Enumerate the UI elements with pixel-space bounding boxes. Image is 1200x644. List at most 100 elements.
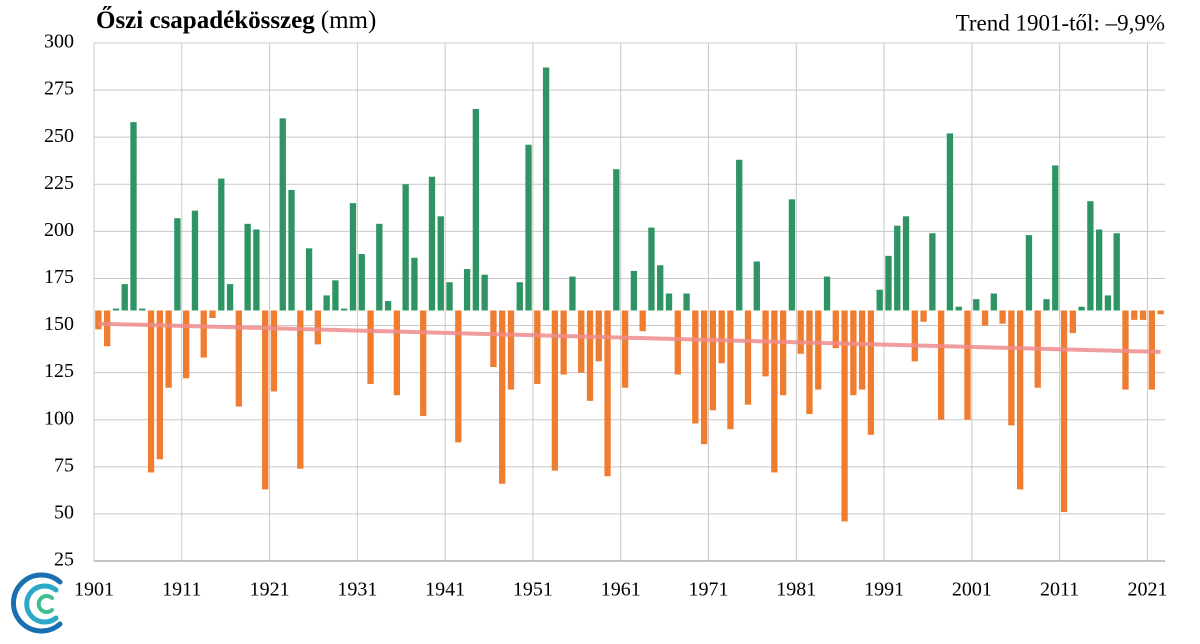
bar	[191, 210, 199, 311]
bar	[472, 108, 480, 311]
bar	[183, 310, 190, 379]
bar	[516, 282, 523, 311]
bar	[1095, 229, 1103, 311]
bar	[481, 274, 488, 311]
x-tick-label: 2001	[952, 579, 992, 601]
bar	[384, 301, 392, 311]
bar	[964, 310, 971, 420]
bar	[446, 282, 453, 311]
title-main: Őszi csapadékösszeg	[96, 5, 315, 34]
bar	[367, 310, 374, 384]
bar	[648, 227, 655, 311]
bar	[262, 310, 269, 490]
bar	[700, 310, 708, 445]
y-tick-label: 75	[54, 454, 74, 476]
bar	[902, 216, 910, 311]
bar	[578, 310, 585, 373]
bar	[718, 310, 725, 364]
bar	[244, 223, 251, 311]
bar	[894, 225, 901, 311]
bar	[779, 310, 787, 396]
bar	[709, 310, 717, 411]
bar	[657, 265, 664, 311]
y-tick-label: 300	[44, 31, 74, 53]
bar	[858, 310, 866, 390]
y-tick-label: 150	[44, 313, 74, 335]
bar	[1043, 299, 1050, 311]
bar	[762, 310, 769, 377]
bar	[402, 184, 409, 311]
y-tick-label: 250	[44, 125, 74, 147]
bar	[279, 118, 286, 311]
bar	[867, 310, 875, 435]
bar	[455, 310, 462, 443]
y-tick-label: 200	[44, 219, 74, 241]
bar	[147, 310, 155, 473]
bar	[95, 310, 102, 330]
y-tick-label: 175	[44, 266, 74, 288]
bar	[1087, 201, 1094, 311]
chart-title: Őszi csapadékösszeg (mm)	[96, 5, 376, 34]
x-tick-label: 1981	[776, 579, 816, 601]
bar	[411, 257, 418, 311]
bar	[885, 255, 892, 311]
bar	[630, 270, 638, 311]
bar	[692, 310, 699, 424]
x-tick-label: 2021	[1127, 579, 1167, 601]
bar	[542, 67, 550, 311]
bar	[1139, 310, 1147, 320]
bar	[832, 310, 839, 349]
x-tick-label: 1971	[689, 579, 729, 601]
bar	[1131, 310, 1138, 320]
bar	[507, 310, 515, 390]
bar	[139, 308, 146, 311]
bar	[850, 310, 857, 396]
bar	[876, 289, 883, 311]
y-tick-label: 100	[44, 407, 74, 429]
bar	[288, 189, 295, 311]
bar	[1060, 310, 1068, 513]
bar	[946, 133, 954, 311]
bar	[376, 223, 383, 311]
bar	[569, 276, 576, 311]
bar	[929, 233, 936, 311]
bar	[665, 293, 673, 311]
bar	[674, 310, 681, 375]
bar	[534, 310, 541, 384]
y-tick-label: 225	[44, 172, 74, 194]
bar	[639, 310, 646, 332]
bar	[613, 169, 620, 311]
bar	[428, 176, 436, 311]
x-tick-label: 1951	[513, 579, 553, 601]
bar	[253, 229, 260, 311]
bar	[1104, 295, 1112, 311]
bar	[920, 310, 927, 322]
bar	[112, 308, 120, 311]
bar	[104, 310, 111, 347]
x-tick-label: 2011	[1040, 579, 1079, 601]
bar	[788, 199, 796, 311]
bar	[1157, 310, 1164, 315]
bar	[218, 178, 225, 311]
bar	[463, 269, 471, 311]
y-tick-label: 50	[54, 502, 74, 524]
bar	[1008, 310, 1015, 426]
bar	[1016, 310, 1024, 490]
bar	[305, 248, 313, 311]
y-tick-label: 125	[44, 360, 74, 382]
bar	[393, 310, 401, 396]
bar	[200, 310, 207, 358]
bar	[1052, 165, 1059, 311]
bar	[297, 310, 304, 469]
y-tick-label: 275	[44, 78, 74, 100]
bar	[911, 310, 918, 362]
bar	[736, 159, 743, 311]
bar	[437, 216, 444, 311]
bar	[525, 144, 532, 311]
bar	[349, 203, 357, 311]
bar	[235, 310, 243, 407]
bar	[621, 310, 629, 388]
bar	[771, 310, 778, 473]
bar	[1069, 310, 1076, 334]
